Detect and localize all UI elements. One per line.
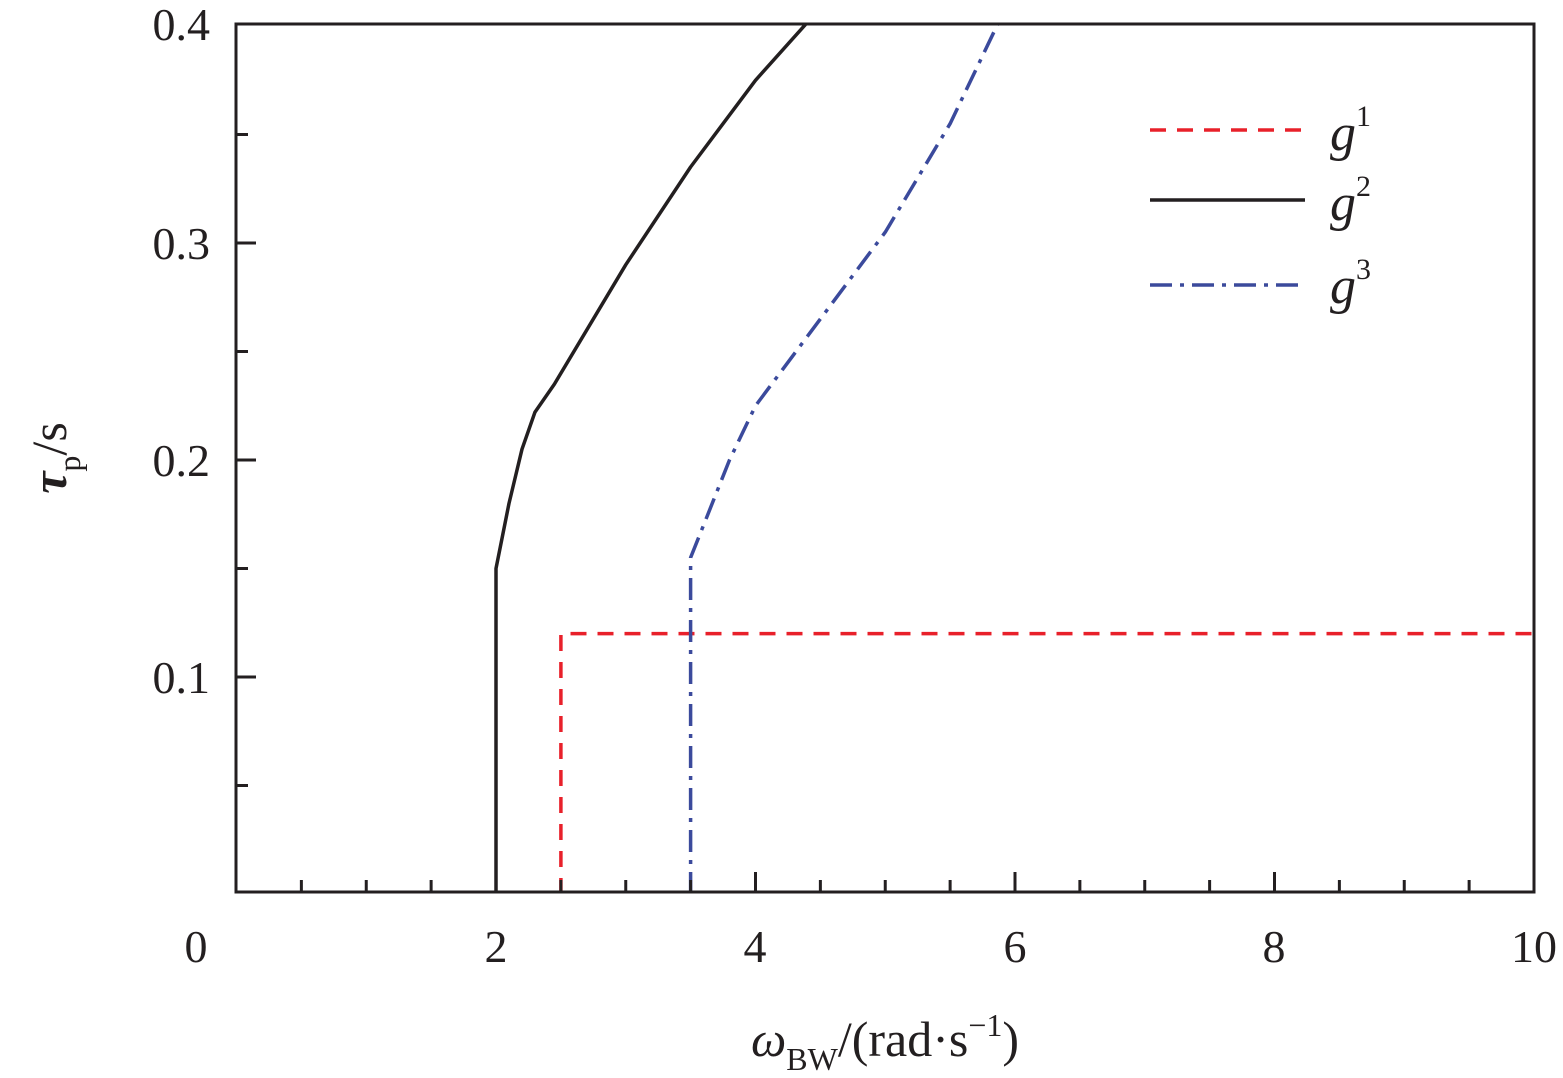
y-tick-label: 0.2	[153, 435, 211, 486]
legend-label-g3: g3	[1330, 253, 1371, 315]
x-axis-title: ωBW/(rad·s−1)	[751, 1007, 1019, 1077]
series-line-g3	[688, 24, 1000, 892]
x-axis-subscript: BW	[786, 1041, 838, 1077]
y-tick-label: 0.4	[153, 0, 211, 50]
series-line-g1	[559, 631, 1534, 892]
legend-g1-sup: 1	[1356, 100, 1371, 133]
tick-layer	[236, 133, 1471, 892]
legend-g3-sup: 3	[1356, 253, 1371, 286]
legend-label-g2: g2	[1330, 170, 1371, 232]
legend-g1-letter: g	[1330, 105, 1356, 162]
y-axis-unit: /s	[21, 422, 77, 455]
x-tick-label: 10	[1511, 921, 1557, 972]
y-axis-subscript: p	[51, 456, 87, 472]
x-axis-symbol: ω	[751, 1011, 786, 1067]
x-tick-label: 0	[185, 921, 208, 972]
x-axis-exponent: −1	[968, 1007, 1002, 1043]
x-tick-label: 8	[1263, 921, 1286, 972]
x-tick-label: 6	[1004, 921, 1027, 972]
legend-g2-letter: g	[1330, 175, 1356, 232]
y-tick-label: 0.1	[153, 652, 211, 703]
y-axis-title: τp/s	[21, 422, 87, 494]
series-line-g2	[494, 24, 809, 892]
legend-g2-sup: 2	[1356, 170, 1371, 203]
legend: g1 g2 g3	[1150, 100, 1371, 315]
x-axis-unit: /(rad·s	[838, 1011, 969, 1067]
y-tick-label: 0.3	[153, 218, 211, 269]
x-tick-label: 2	[485, 921, 508, 972]
series-layer	[494, 24, 1534, 892]
plot-area	[236, 24, 1534, 892]
y-axis-symbol: τ	[21, 470, 77, 494]
x-axis-close: )	[1002, 1011, 1019, 1067]
legend-label-g1: g1	[1330, 100, 1371, 162]
x-tick-labels: 0 2 4 6 8 10	[185, 921, 1558, 972]
x-tick-label: 4	[744, 921, 767, 972]
y-tick-labels: 0.1 0.2 0.3 0.4	[153, 0, 211, 703]
legend-g3-letter: g	[1330, 258, 1356, 315]
